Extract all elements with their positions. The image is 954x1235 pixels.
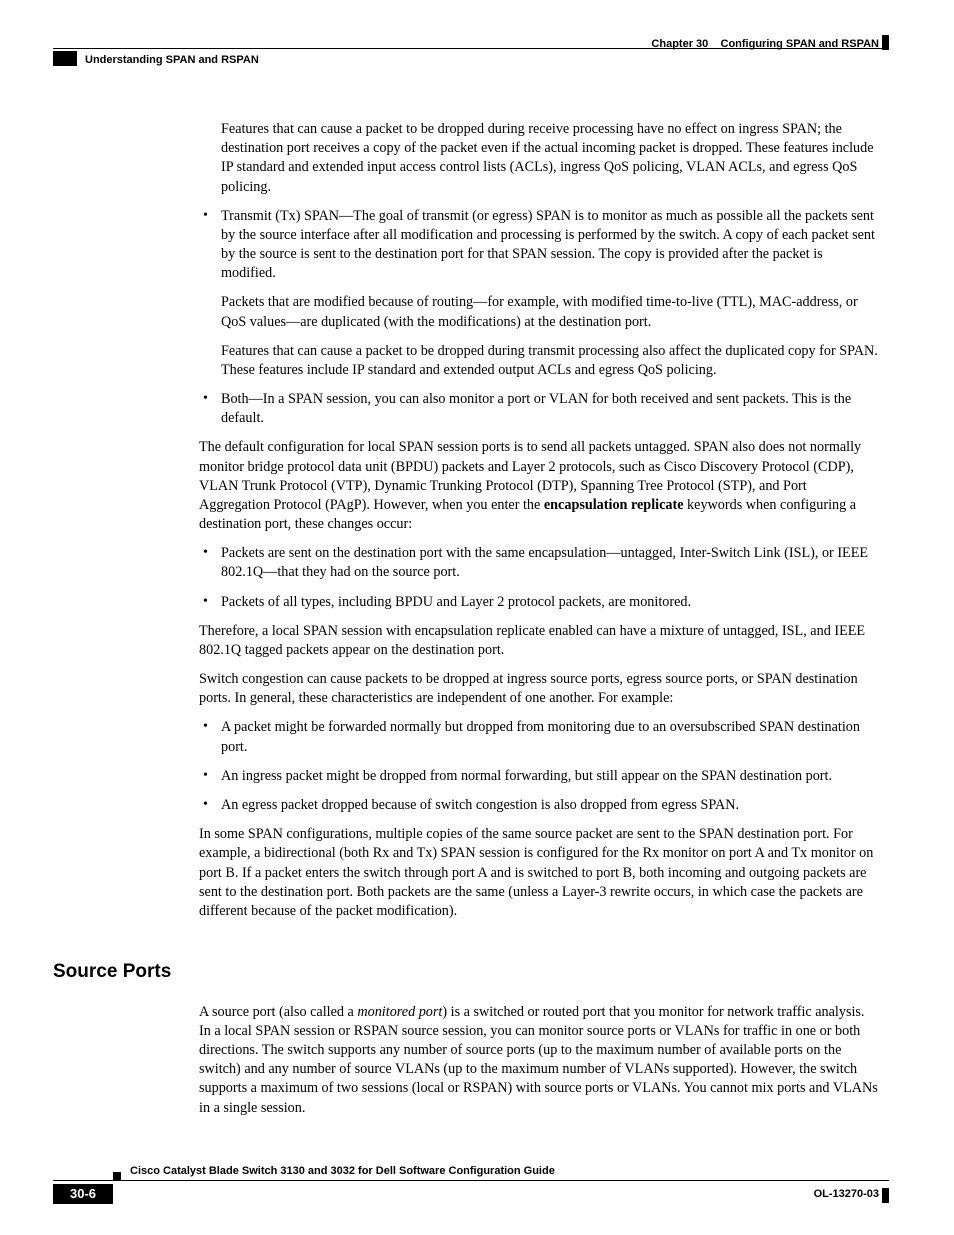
paragraph: Switch congestion can cause packets to b… xyxy=(199,670,879,708)
list-item-text: Both—In a SPAN session, you can also mon… xyxy=(221,391,851,426)
paragraph: The default configuration for local SPAN… xyxy=(199,438,879,534)
footer-guide-title: Cisco Catalyst Blade Switch 3130 and 303… xyxy=(130,1165,555,1177)
list-item: Transmit (Tx) SPAN—The goal of transmit … xyxy=(221,207,879,380)
list-item: A packet might be forwarded normally but… xyxy=(221,718,879,756)
page-number: 30-6 xyxy=(53,1184,113,1204)
text-run: ) is a switched or routed port that you … xyxy=(199,1004,878,1116)
list-item: An egress packet dropped because of swit… xyxy=(221,796,879,815)
italic-text: monitored port xyxy=(357,1004,442,1020)
paragraph: A source port (also called a monitored p… xyxy=(199,1003,879,1118)
paragraph: Features that can cause a packet to be d… xyxy=(221,120,879,197)
document-code: OL-13270-03 xyxy=(814,1188,879,1200)
list-sub-paragraph: Packets that are modified because of rou… xyxy=(221,293,879,331)
header-marker-right xyxy=(882,35,889,50)
chapter-title: Configuring SPAN and RSPAN xyxy=(721,38,879,50)
header-marker-left xyxy=(53,51,77,66)
paragraph: Therefore, a local SPAN session with enc… xyxy=(199,622,879,660)
header-chapter: Chapter 30 Configuring SPAN and RSPAN xyxy=(651,38,879,50)
footer-rule xyxy=(53,1180,889,1181)
bold-text: encapsulation replicate xyxy=(544,497,684,513)
list-item: An ingress packet might be dropped from … xyxy=(221,767,879,786)
bullet-list: A packet might be forwarded normally but… xyxy=(221,718,879,815)
main-content: Features that can cause a packet to be d… xyxy=(199,120,879,1128)
footer-marker xyxy=(113,1172,121,1180)
header-section: Understanding SPAN and RSPAN xyxy=(85,54,259,66)
paragraph: In some SPAN configurations, multiple co… xyxy=(199,825,879,921)
chapter-label: Chapter 30 xyxy=(651,38,708,50)
text-run: A source port (also called a xyxy=(199,1004,357,1020)
bullet-list: Packets are sent on the destination port… xyxy=(221,544,879,612)
footer-marker-right xyxy=(882,1188,889,1203)
list-item: Packets are sent on the destination port… xyxy=(221,544,879,582)
bullet-list: Transmit (Tx) SPAN—The goal of transmit … xyxy=(221,207,879,429)
list-item: Both—In a SPAN session, you can also mon… xyxy=(221,390,879,428)
list-sub-paragraph: Features that can cause a packet to be d… xyxy=(221,342,879,380)
list-item: Packets of all types, including BPDU and… xyxy=(221,593,879,612)
section-heading: Source Ports xyxy=(53,959,733,985)
list-item-text: Transmit (Tx) SPAN—The goal of transmit … xyxy=(221,208,875,282)
